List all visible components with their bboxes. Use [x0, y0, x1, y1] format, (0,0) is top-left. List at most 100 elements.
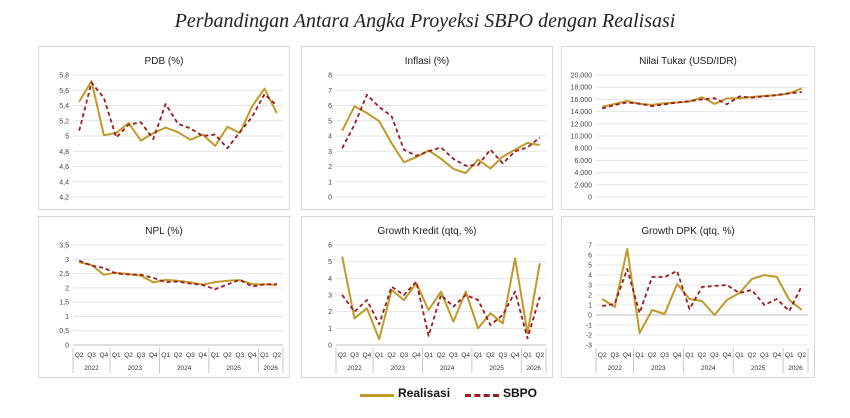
year-label: 2025 — [226, 365, 241, 372]
x-tick-label: Q2 — [338, 352, 347, 359]
x-tick-label: Q2 — [486, 352, 495, 359]
x-tick-label: Q2 — [387, 352, 396, 359]
y-tick-label: 7 — [588, 243, 592, 250]
x-tick-label: Q4 — [772, 352, 781, 359]
y-tick-label: 4 — [328, 134, 332, 141]
x-tick-label: Q1 — [161, 352, 170, 359]
y-tick-label: 4 — [588, 273, 592, 280]
y-tick-label: 2.000 — [574, 182, 592, 189]
y-tick-label: 3 — [65, 257, 69, 264]
y-tick-label: 2 — [65, 285, 69, 292]
y-tick-label: 0 — [588, 195, 592, 202]
x-tick-label: Q1 — [375, 352, 384, 359]
y-tick-label: 3 — [328, 293, 332, 300]
chart-title: NPL (%) — [145, 226, 182, 237]
x-tick-label: Q3 — [137, 352, 146, 359]
chart-svg: Inflasi (%) 0 1 2 3 4 5 6 7 8 — [328, 56, 546, 202]
chart-title: Growth Kredit (qtq, %) — [378, 226, 477, 237]
y-tick-label: 12.000 — [571, 121, 593, 128]
y-tick-label: 0 — [328, 195, 332, 202]
y-tick-label: 16.000 — [571, 97, 593, 104]
chart-title: PDB (%) — [145, 56, 184, 67]
series-line-sbpo — [78, 81, 278, 150]
x-tick-label: Q3 — [498, 352, 507, 359]
x-tick-label: Q3 — [449, 352, 458, 359]
x-tick-label: Q2 — [598, 352, 607, 359]
chart-title: Inflasi (%) — [405, 56, 449, 67]
x-tick-label: Q1 — [474, 352, 483, 359]
x-tick-label: Q3 — [186, 352, 195, 359]
x-tick-label: Q2 — [272, 352, 281, 359]
x-tick-label: Q2 — [698, 352, 707, 359]
year-label: 2026 — [263, 365, 278, 372]
y-tick-label: 5 — [328, 259, 332, 266]
y-tick-label: -2 — [586, 333, 592, 340]
chart-panel-inflasi: Inflasi (%) 0 1 2 3 4 5 6 7 8 — [301, 46, 553, 210]
chart-svg: Nilai Tukar (USD/IDR) 0 2.000 4.000 6.000 8.0… — [571, 56, 808, 202]
y-tick-label: 5,4 — [59, 103, 69, 110]
x-tick-label: Q2 — [437, 352, 446, 359]
y-tick-label: 6 — [328, 103, 332, 110]
y-tick-label: 1 — [328, 326, 332, 333]
x-tick-label: Q1 — [735, 352, 744, 359]
x-tick-label: Q1 — [635, 352, 644, 359]
x-tick-label: Q3 — [760, 352, 769, 359]
legend-realisasi-line — [360, 394, 394, 397]
year-label: 2026 — [788, 365, 803, 372]
y-tick-label: 5 — [65, 134, 69, 141]
y-tick-label: 0 — [588, 313, 592, 320]
year-label: 2022 — [84, 365, 99, 372]
y-tick-label: 0,5 — [59, 328, 69, 335]
x-tick-label: Q4 — [363, 352, 372, 359]
y-tick-label: 2 — [588, 293, 592, 300]
y-tick-label: 5,2 — [59, 118, 69, 125]
y-tick-label: 18.000 — [571, 85, 593, 92]
x-tick-label: Q4 — [673, 352, 682, 359]
year-label: 2026 — [526, 365, 541, 372]
x-tick-label: Q4 — [412, 352, 421, 359]
y-tick-label: 4,6 — [59, 164, 69, 171]
series-line-realisasi — [341, 256, 541, 341]
x-tick-label: Q2 — [223, 352, 232, 359]
y-tick-label: 4,8 — [59, 149, 69, 156]
series-line-realisasi — [601, 248, 803, 334]
year-label: 2022 — [607, 365, 622, 372]
y-tick-label: 8.000 — [574, 146, 592, 153]
x-tick-label: Q2 — [124, 352, 133, 359]
chart-panel-pdb: PDB (%) 4,2 4,4 4,6 4,8 5 5,2 5,4 5,6 5,8 — [38, 46, 290, 210]
y-tick-label: 3 — [588, 283, 592, 290]
x-tick-label: Q3 — [610, 352, 619, 359]
x-tick-label: Q3 — [710, 352, 719, 359]
y-tick-label: 14.000 — [571, 109, 593, 116]
y-tick-label: 0 — [65, 343, 69, 350]
chart-svg: PDB (%) 4,2 4,4 4,6 4,8 5 5,2 5,4 5,6 5,8 — [59, 56, 283, 202]
x-tick-label: Q4 — [198, 352, 207, 359]
y-tick-label: 4,4 — [59, 179, 69, 186]
y-tick-label: 2 — [328, 309, 332, 316]
x-tick-label: Q1 — [523, 352, 532, 359]
x-tick-label: Q1 — [785, 352, 794, 359]
series-line-sbpo — [602, 268, 803, 314]
series-line-realisasi — [601, 87, 803, 108]
x-tick-label: Q2 — [75, 352, 84, 359]
x-tick-label: Q4 — [723, 352, 732, 359]
x-tick-label: Q3 — [400, 352, 409, 359]
chart-svg: NPL (%)00,511,522,533,5Q2 Q3 Q4 Q1 Q2 Q3 Q4 Q1 Q… — [59, 226, 284, 373]
x-tick-label: Q1 — [685, 352, 694, 359]
x-tick-label: Q3 — [235, 352, 244, 359]
y-tick-label: 4 — [328, 276, 332, 283]
x-tick-label: Q2 — [535, 352, 544, 359]
year-label: 2023 — [128, 365, 143, 372]
year-label: 2024 — [701, 365, 716, 372]
y-tick-label: 6 — [588, 253, 592, 260]
y-tick-label: 3,5 — [59, 243, 69, 250]
y-tick-label: 6 — [328, 243, 332, 250]
series-line-sbpo — [341, 280, 541, 340]
y-tick-label: 2 — [328, 164, 332, 171]
y-tick-label: 5 — [328, 118, 332, 125]
y-tick-label: 20.000 — [571, 73, 593, 80]
series-line-realisasi — [78, 80, 278, 147]
y-tick-label: 1 — [328, 179, 332, 186]
x-tick-label: Q3 — [87, 352, 96, 359]
